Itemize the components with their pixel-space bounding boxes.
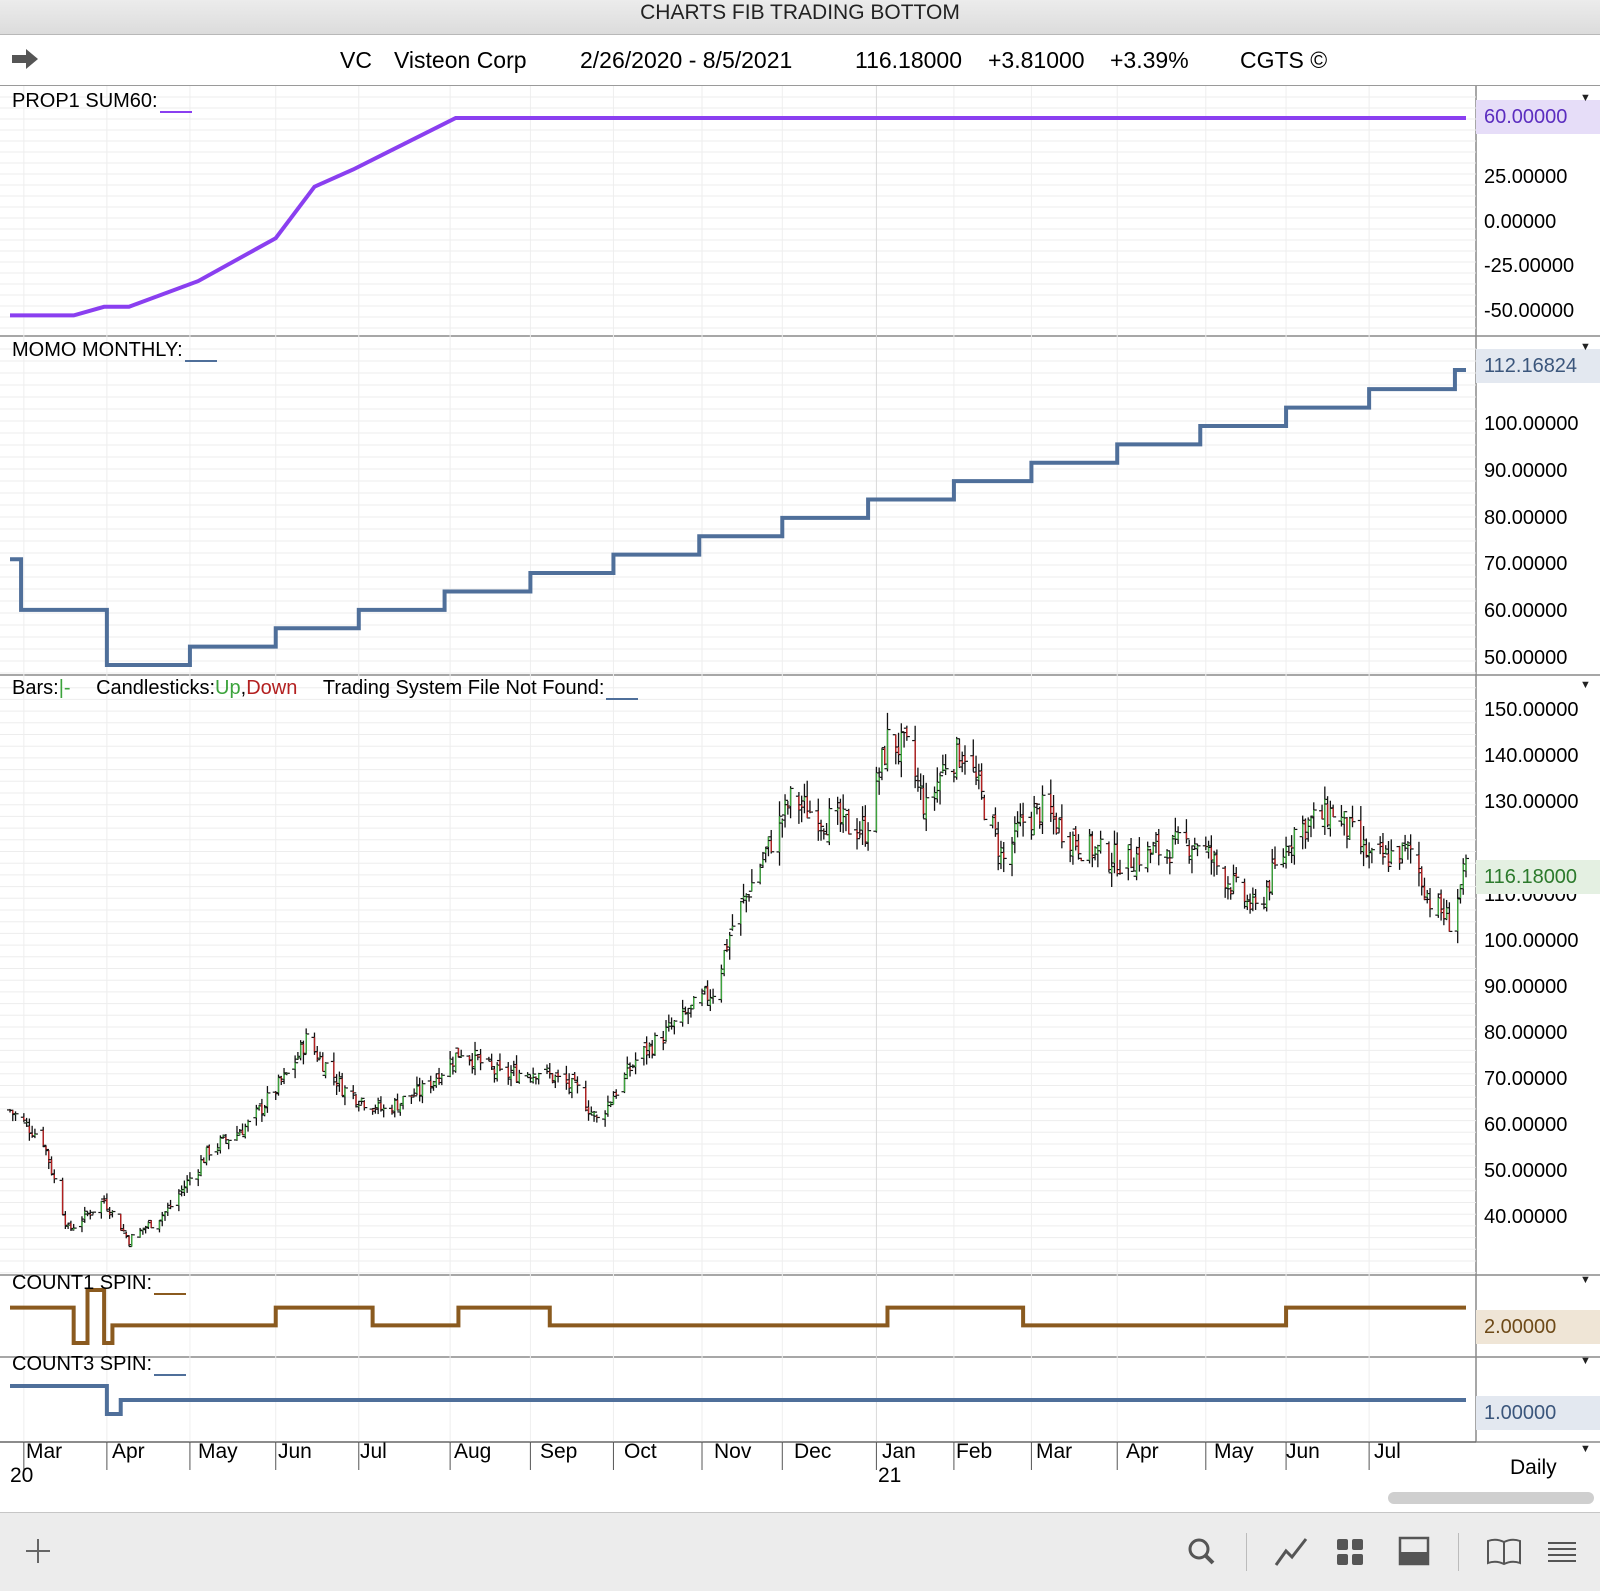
- month-label: May: [198, 1440, 238, 1463]
- month-label: Mar: [26, 1440, 63, 1463]
- momo-tick: 70.00000: [1484, 553, 1568, 576]
- price-tick: 40.00000: [1484, 1206, 1568, 1228]
- bottom-toolbar: [0, 1512, 1600, 1591]
- chart-area[interactable]: [0, 86, 1600, 1512]
- price-tick: 90.00000: [1484, 976, 1568, 998]
- month-label: Apr: [1126, 1440, 1159, 1463]
- company-name: Visteon Corp: [394, 47, 527, 73]
- month-label: Jun: [1286, 1440, 1320, 1463]
- count1-menu-icon[interactable]: ▼: [1580, 1274, 1591, 1286]
- candles-label: Candlesticks:: [96, 677, 216, 699]
- month-label: Jul: [360, 1440, 387, 1463]
- prop1-tick: -25.00000: [1484, 255, 1575, 278]
- count3-menu-icon[interactable]: ▼: [1580, 1355, 1591, 1367]
- count3-line: [10, 1384, 1466, 1416]
- price-bars: [7, 712, 1469, 1248]
- menu-icon[interactable]: [1540, 1531, 1584, 1571]
- month-label: Jan: [882, 1440, 916, 1463]
- month-label: Feb: [956, 1440, 993, 1463]
- down-label: Down: [246, 677, 298, 699]
- last-price: 116.18000: [855, 47, 963, 73]
- plus-icon[interactable]: [16, 1531, 60, 1571]
- momo-tick: 80.00000: [1484, 506, 1568, 529]
- count1-label: COUNT1 SPIN:: [12, 1272, 187, 1295]
- momo-label: MOMO MONTHLY:: [12, 339, 217, 362]
- year-label-2020: 20: [10, 1464, 34, 1487]
- line-chart-icon[interactable]: [1270, 1531, 1314, 1571]
- month-label: May: [1214, 1440, 1254, 1463]
- prop1-line: [10, 116, 1466, 318]
- interval-label[interactable]: Daily: [1510, 1456, 1557, 1479]
- price-tick: 50.00000: [1484, 1160, 1568, 1182]
- prop1-tick: 25.00000: [1484, 166, 1568, 188]
- price-change: +3.81000: [988, 47, 1085, 73]
- price-menu-icon[interactable]: ▼: [1580, 679, 1591, 691]
- momo-line: [10, 368, 1466, 667]
- prop1-current-value: 60.00000: [1476, 100, 1600, 134]
- arrow-right-icon[interactable]: [10, 47, 40, 71]
- date-range: 2/26/2020 - 8/5/2021: [580, 47, 793, 73]
- price-tick: 80.00000: [1484, 1022, 1568, 1044]
- price-tick: 130.00000: [1484, 791, 1579, 813]
- symbol: VC: [340, 47, 372, 73]
- price-current-value: 116.18000: [1476, 860, 1600, 894]
- price-tick: 70.00000: [1484, 1068, 1568, 1090]
- horizontal-scrollbar[interactable]: [1388, 1492, 1594, 1504]
- momo-current-value: 112.16824: [1476, 349, 1600, 383]
- price-tick: 100.00000: [1484, 930, 1579, 952]
- prop1-menu-icon[interactable]: ▼: [1580, 92, 1591, 104]
- month-label: Aug: [454, 1440, 492, 1463]
- prop1-tick: -50.00000: [1484, 300, 1575, 323]
- momo-tick: 100.00000: [1484, 413, 1579, 435]
- month-label: Dec: [794, 1440, 832, 1463]
- momo-menu-icon[interactable]: ▼: [1580, 341, 1591, 353]
- month-label: Jul: [1374, 1440, 1401, 1463]
- prop1-label: PROP1 SUM60:: [12, 90, 192, 113]
- price-tick: 150.00000: [1484, 699, 1579, 721]
- interval-menu-icon[interactable]: ▼: [1580, 1443, 1591, 1455]
- count1-line: [10, 1288, 1466, 1345]
- prop1-tick: 0.00000: [1484, 210, 1557, 233]
- window-title: CHARTS FIB TRADING BOTTOM: [0, 0, 1600, 35]
- up-label: Up: [215, 677, 241, 699]
- price-tick: 140.00000: [1484, 745, 1579, 767]
- momo-tick: 50.00000: [1484, 647, 1568, 669]
- grid-icon[interactable]: [1328, 1531, 1372, 1571]
- search-icon[interactable]: [1180, 1531, 1224, 1571]
- count3-label: COUNT3 SPIN:: [12, 1353, 187, 1376]
- month-label: Jun: [278, 1440, 312, 1463]
- year-label-2021: 21: [878, 1464, 902, 1487]
- month-label: Apr: [112, 1440, 145, 1463]
- month-label: Mar: [1036, 1440, 1073, 1463]
- price-tick: 60.00000: [1484, 1114, 1568, 1136]
- panel-icon[interactable]: [1392, 1531, 1436, 1571]
- count1-current-value: 2.00000: [1476, 1310, 1600, 1344]
- bars-label: Bars:: [12, 677, 59, 699]
- system-label: Trading System File Not Found:: [322, 677, 605, 699]
- momo-tick: 60.00000: [1484, 600, 1568, 623]
- count3-current-value: 1.00000: [1476, 1396, 1600, 1430]
- book-icon[interactable]: [1482, 1531, 1526, 1571]
- month-label: Nov: [714, 1440, 752, 1463]
- info-bar: VC Visteon Corp 2/26/2020 - 8/5/2021 116…: [0, 35, 1600, 86]
- price-legend: Bars:|- Candlesticks:Up,Down Trading Sys…: [12, 677, 639, 700]
- month-label: Oct: [624, 1440, 657, 1463]
- month-label: Sep: [540, 1440, 578, 1463]
- brand-label: CGTS ©: [1240, 47, 1328, 73]
- price-change-percent: +3.39%: [1110, 47, 1189, 73]
- bars-symbol: |-: [58, 677, 71, 699]
- momo-tick: 90.00000: [1484, 459, 1568, 482]
